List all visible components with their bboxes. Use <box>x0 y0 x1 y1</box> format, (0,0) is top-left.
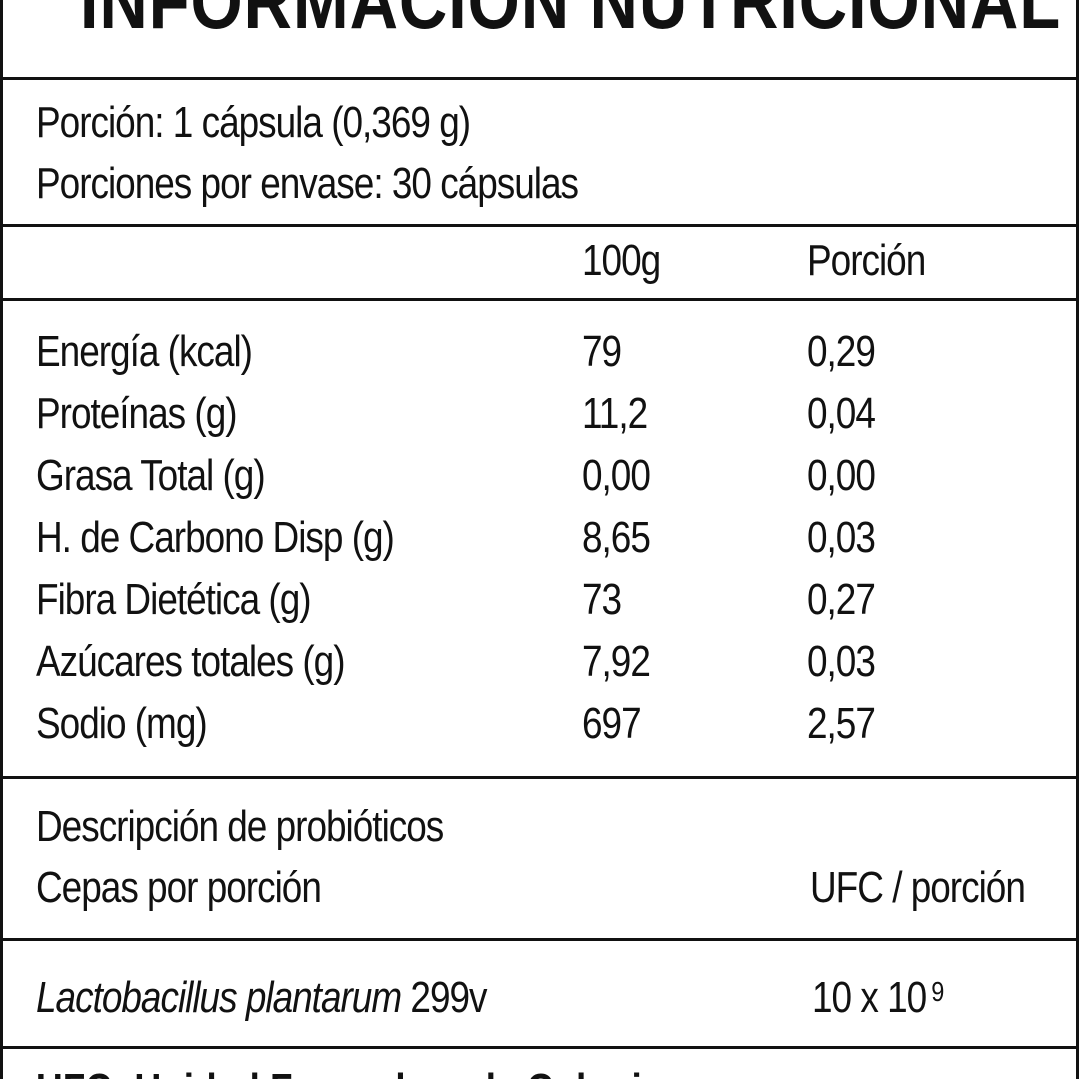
ufc-base: 10 x 10 <box>812 973 927 1022</box>
ufc-label: UFC / porción <box>810 863 1026 912</box>
strain-name: Lactobacillus plantarum <box>36 973 402 1022</box>
nutrient-per100: 11,2 <box>582 389 648 438</box>
ufc-exponent: 9 <box>931 976 944 1007</box>
nutrient-per-portion: 0,04 <box>807 389 876 438</box>
nutrient-row: H. de Carbono Disp (g) 8,65 0,03 <box>0 508 1079 570</box>
nutrient-name: Fibra Dietética (g) <box>36 575 312 624</box>
nutrient-per100: 73 <box>582 575 622 624</box>
nutrient-per-portion: 2,57 <box>807 699 876 748</box>
strains-label: Cepas por porción <box>36 863 322 912</box>
probiotics-heading: Descripción de probióticos <box>36 802 444 851</box>
nutrient-name: Grasa Total (g) <box>36 451 266 500</box>
nutrient-name: Sodio (mg) <box>36 699 208 748</box>
nutrient-name: Proteínas (g) <box>36 389 238 438</box>
divider-nutrients <box>0 776 1079 779</box>
divider-headers <box>0 298 1079 301</box>
nutrient-name: Energía (kcal) <box>36 327 253 376</box>
label-border-right <box>1076 0 1079 1079</box>
label-title: INFORMACIÓN NUTRICIONAL <box>0 0 1079 46</box>
divider-strain <box>0 1046 1079 1049</box>
nutrient-row: Sodio (mg) 697 2,57 <box>0 694 1079 756</box>
strain-code: 299v <box>410 973 487 1022</box>
nutrient-per-portion: 0,03 <box>807 637 876 686</box>
nutrient-row: Grasa Total (g) 0,00 0,00 <box>0 446 1079 508</box>
column-header-portion: Porción <box>807 236 926 285</box>
nutrient-name: H. de Carbono Disp (g) <box>36 513 395 562</box>
divider-probiotics <box>0 938 1079 941</box>
strain-ufc: 10 x 10 9 <box>812 968 944 1028</box>
nutrient-per100: 8,65 <box>582 513 651 562</box>
nutrient-per100: 697 <box>582 699 642 748</box>
serving-size: Porción: 1 cápsula (0,369 g) <box>36 98 471 147</box>
label-title-text: INFORMACIÓN NUTRICIONAL <box>79 0 1062 45</box>
nutrient-per-portion: 0,00 <box>807 451 876 500</box>
column-header-100g: 100g <box>582 236 661 285</box>
nutrient-name: Azúcares totales (g) <box>36 637 346 686</box>
footnote: UFC: Unidad Formadora de Colonias <box>36 1060 683 1079</box>
nutrient-row: Fibra Dietética (g) 73 0,27 <box>0 570 1079 632</box>
nutrient-per100: 0,00 <box>582 451 651 500</box>
nutrient-per-portion: 0,27 <box>807 575 876 624</box>
nutrient-per-portion: 0,29 <box>807 327 876 376</box>
divider-title <box>0 77 1079 80</box>
servings-per-container: Porciones por envase: 30 cápsulas <box>36 159 579 208</box>
nutrient-row: Azúcares totales (g) 7,92 0,03 <box>0 632 1079 694</box>
nutrient-row: Energía (kcal) 79 0,29 <box>0 322 1079 384</box>
label-border-left <box>0 0 3 1079</box>
nutrient-per100: 7,92 <box>582 637 651 686</box>
strain-row: Lactobacillus plantarum 299v <box>36 968 488 1028</box>
nutrient-per-portion: 0,03 <box>807 513 876 562</box>
nutrient-row: Proteínas (g) 11,2 0,04 <box>0 384 1079 446</box>
nutrient-per100: 79 <box>582 327 622 376</box>
divider-serving <box>0 224 1079 227</box>
